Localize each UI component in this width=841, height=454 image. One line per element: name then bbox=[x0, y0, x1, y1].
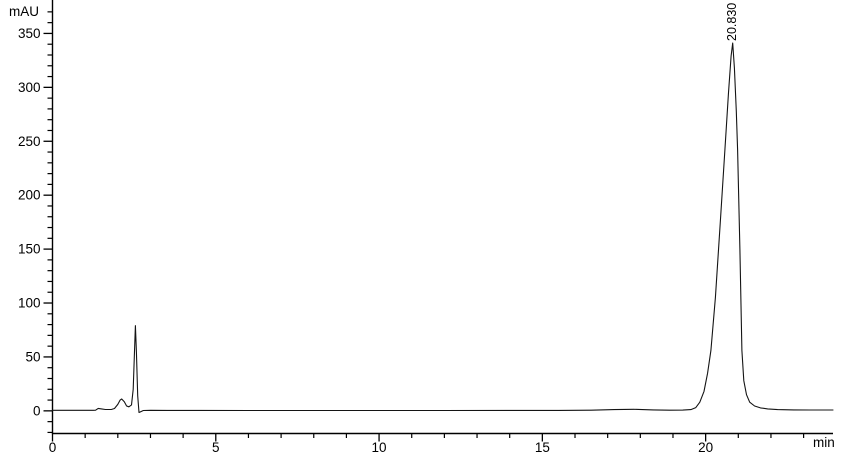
peak-retention-time-label: 20.830 bbox=[725, 3, 739, 41]
y-tick-label: 200 bbox=[18, 188, 41, 203]
y-tick-label: 0 bbox=[33, 403, 41, 418]
y-tick-label: 100 bbox=[18, 296, 41, 311]
axes-lines bbox=[51, 0, 833, 435]
x-tick-label: 15 bbox=[535, 440, 550, 454]
chromatogram-trace bbox=[51, 42, 834, 414]
y-tick-label: 150 bbox=[18, 242, 41, 257]
y-axis-unit-label: mAU bbox=[9, 4, 39, 19]
x-tick-label: 5 bbox=[212, 440, 220, 454]
y-tick-label: 300 bbox=[18, 80, 41, 95]
x-axis-unit-label: min bbox=[813, 435, 835, 450]
x-tick-label: 0 bbox=[49, 440, 57, 454]
y-tick-label: 350 bbox=[18, 26, 41, 41]
x-tick-label: 10 bbox=[372, 440, 387, 454]
x-tick-label: 20 bbox=[698, 440, 713, 454]
y-tick-label: 250 bbox=[18, 134, 41, 149]
y-tick-label: 50 bbox=[25, 349, 40, 364]
